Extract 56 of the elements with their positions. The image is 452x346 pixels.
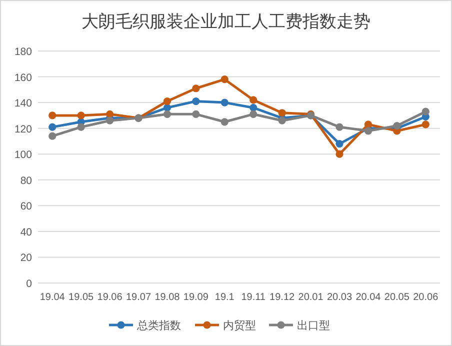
y-tick-label: 140 [14,98,32,110]
y-tick-label: 80 [20,174,32,187]
point [364,120,372,128]
point [106,116,114,124]
point [220,118,228,126]
point [336,140,344,148]
x-tick-label: 20.01 [298,292,324,303]
legend-label: 内贸型 [223,319,256,332]
point [106,110,114,118]
point [77,112,85,120]
point [48,132,56,140]
x-tick-label: 19.09 [183,292,209,303]
point [192,84,200,92]
y-tick-label: 60 [20,200,32,213]
x-tick-label: 19.06 [97,292,123,303]
point [278,109,286,117]
point [48,123,56,131]
point [250,104,258,112]
point [192,97,200,106]
x-tick-label: 19.08 [154,292,180,303]
chart-title: 大朗毛织服装企业加工人工费指数走势 [82,12,370,31]
y-tick-label: 120 [14,123,32,136]
point [393,122,401,130]
x-tick-label: 20.06 [413,292,439,303]
point [250,96,258,104]
y-tick-label: 100 [14,149,32,162]
x-tick-label: 19.12 [270,292,296,303]
point [220,76,228,84]
legend-label: 出口型 [297,319,330,332]
point [77,123,85,131]
x-tick-label: 19.05 [68,292,94,303]
point [220,98,228,106]
point [364,127,372,135]
y-tick-label: 160 [14,72,32,84]
point [163,97,172,106]
point [336,123,344,131]
point [48,112,56,120]
y-tick-label: 0 [26,278,32,290]
x-tick-label: 20.05 [384,292,410,303]
point [250,110,258,118]
x-tick-label: 19.07 [126,292,152,303]
x-tick-label: 19.04 [40,292,66,303]
y-tick-label: 180 [14,46,32,58]
point [422,120,430,128]
y-tick-label: 40 [20,226,32,238]
y-tick-label: 20 [20,252,32,264]
x-tick-label: 20.03 [326,292,352,303]
point [192,110,200,118]
legend-label: 总类指数 [136,319,181,332]
x-tick-label: 19.11 [241,292,266,303]
x-tick-label: 20.04 [356,292,382,303]
point [336,150,344,158]
point [278,116,286,124]
point [422,108,430,116]
point [163,110,172,118]
x-tick-label: 19.1 [214,292,235,303]
